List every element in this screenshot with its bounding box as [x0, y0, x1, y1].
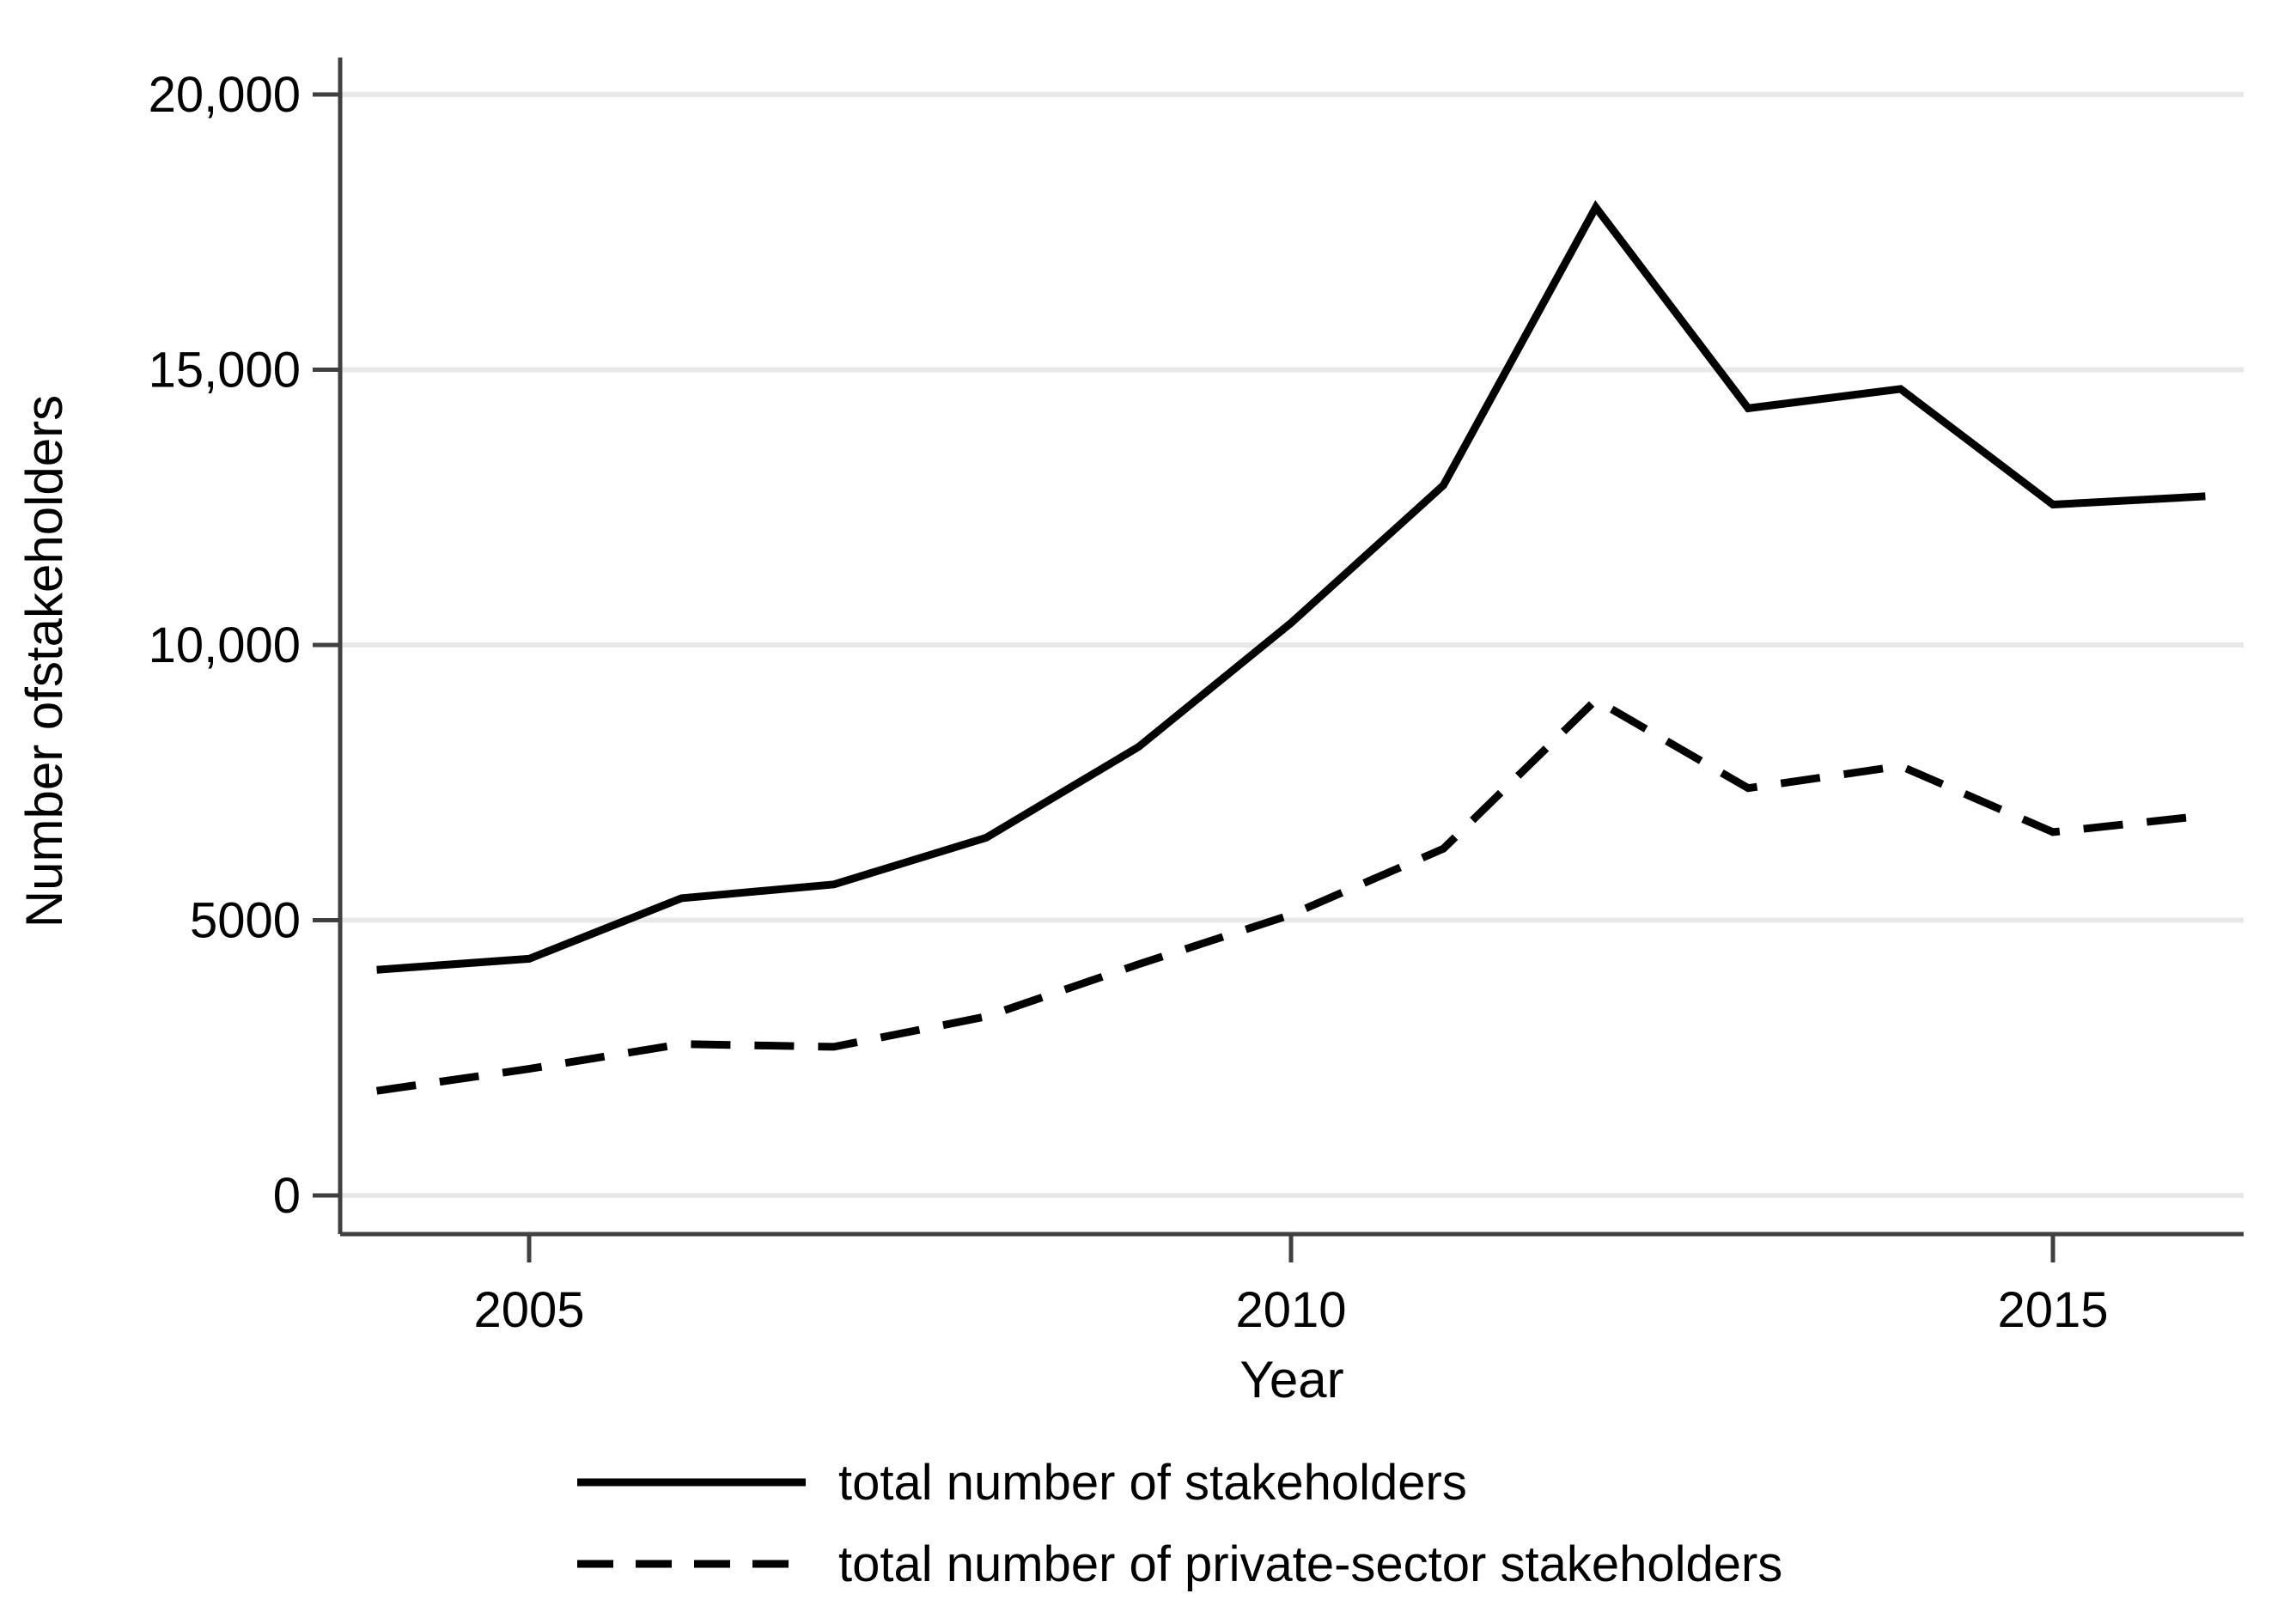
series-line-private-sector-stakeholders: [375, 695, 2206, 1095]
x-tick-label: 2015: [1997, 1282, 2108, 1338]
horizontal-gridlines: [340, 92, 2244, 1198]
legend-item-total-stakeholders: total number of stakeholders: [577, 1455, 1467, 1511]
legend: total number of stakeholders total numbe…: [577, 1455, 1782, 1592]
y-axis-title: Number ofstakeholders: [15, 395, 73, 928]
y-axis-ticks: [313, 92, 340, 1198]
y-tick-label: 15,000: [149, 343, 301, 398]
y-tick-label: 0: [273, 1168, 301, 1224]
x-axis-ticks: [527, 1234, 2056, 1262]
data-series: [375, 200, 2206, 1095]
y-axis-tick-labels: 0 5000 10,000 15,000 20,000: [149, 67, 301, 1224]
y-tick-label: 10,000: [149, 617, 301, 673]
legend-label: total number of stakeholders: [838, 1455, 1467, 1511]
legend-item-private-sector-stakeholders: total number of private-sector stakehold…: [577, 1536, 1782, 1592]
x-axis-title: Year: [1239, 1351, 1343, 1408]
x-tick-label: 2010: [1235, 1282, 1346, 1338]
x-axis-tick-labels: 2005 2010 2015: [473, 1282, 2108, 1338]
series-line-total-stakeholders: [376, 200, 2206, 974]
legend-label: total number of private-sector stakehold…: [838, 1536, 1782, 1592]
y-tick-label: 5000: [190, 893, 301, 949]
y-tick-label: 20,000: [149, 67, 301, 123]
x-tick-label: 2005: [473, 1282, 584, 1338]
